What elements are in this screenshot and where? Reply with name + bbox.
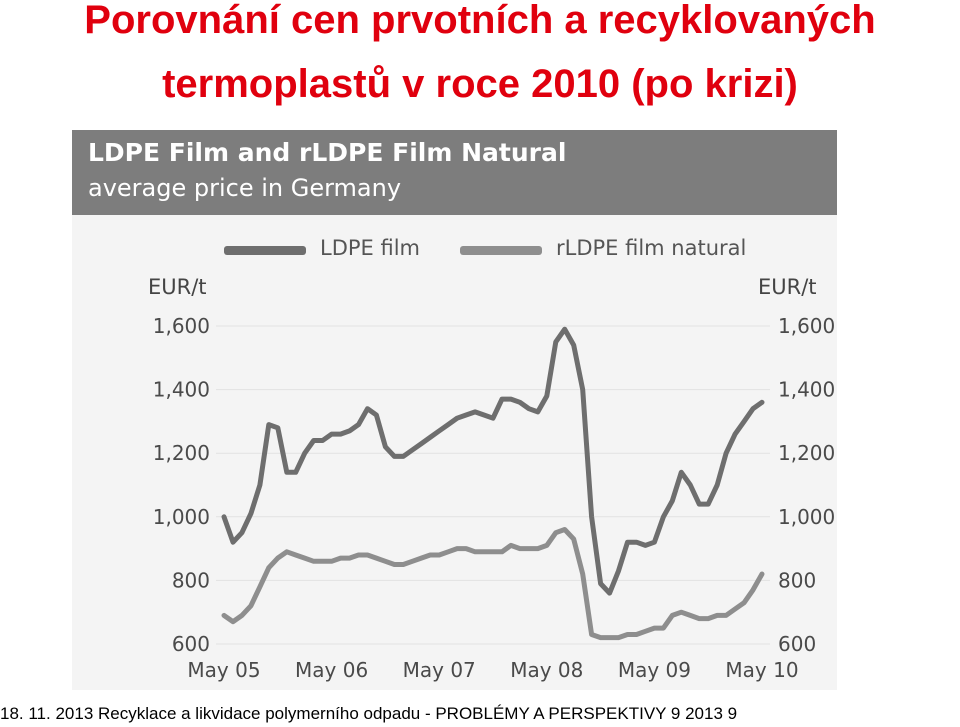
y-tick-label-left: 800 (172, 568, 210, 592)
chart-figure: LDPE Film and rLDPE Film Natural average… (72, 130, 837, 690)
y-tick-label-right: 1,200 (778, 441, 835, 465)
chart-title: LDPE Film and rLDPE Film Natural (88, 138, 567, 167)
y-tick-label-left: 1,400 (153, 378, 210, 402)
y-tick-label-left: 1,200 (153, 441, 210, 465)
slide-title-line-1: Porovnání cen prvotních a recyklovaných (84, 0, 876, 42)
chart-banner: LDPE Film and rLDPE Film Natural average… (72, 130, 837, 215)
y-tick-label-right: 800 (778, 568, 816, 592)
y-tick-label-right: 1,400 (778, 378, 835, 402)
y-tick-label-right: 1,600 (778, 314, 835, 338)
legend-label-ldpe-film: LDPE film (320, 236, 420, 260)
series-line-ldpe-film (221, 326, 765, 596)
y-tick-label-right: 600 (778, 632, 816, 656)
y-tick-label-left: 600 (172, 632, 210, 656)
footer-text: 18. 11. 2013 Recyklace a likvidace polym… (0, 704, 738, 723)
y-tick-label-right: 1,000 (778, 505, 835, 529)
x-tick-label: May 08 (510, 658, 583, 682)
legend-label-rldpe-film-natural: rLDPE film natural (556, 236, 747, 260)
x-tick-label: May 09 (618, 658, 691, 682)
x-tick-label: May 10 (725, 658, 798, 682)
y-tick-label-left: 1,600 (153, 314, 210, 338)
legend-swatch-rldpe-film-natural (460, 246, 542, 255)
legend-swatch-ldpe-film (224, 246, 306, 255)
chart-plot: 1,600 1,600 1,400 1,400 1,200 1,200 1,000 1,000… (153, 314, 836, 682)
x-tick-label: May 06 (295, 658, 368, 682)
x-tick-label: May 05 (187, 658, 260, 682)
y-axis-unit-left: EUR/t (148, 275, 207, 299)
series-line-rldpe-film-natural (221, 527, 765, 641)
x-tick-label: May 07 (403, 658, 476, 682)
y-axis-unit-right: EUR/t (758, 275, 817, 299)
slide-title-line-2: termoplastů v roce 2010 (po krizi) (162, 62, 798, 106)
y-tick-label-left: 1,000 (153, 505, 210, 529)
chart-subtitle: average price in Germany (88, 174, 402, 202)
